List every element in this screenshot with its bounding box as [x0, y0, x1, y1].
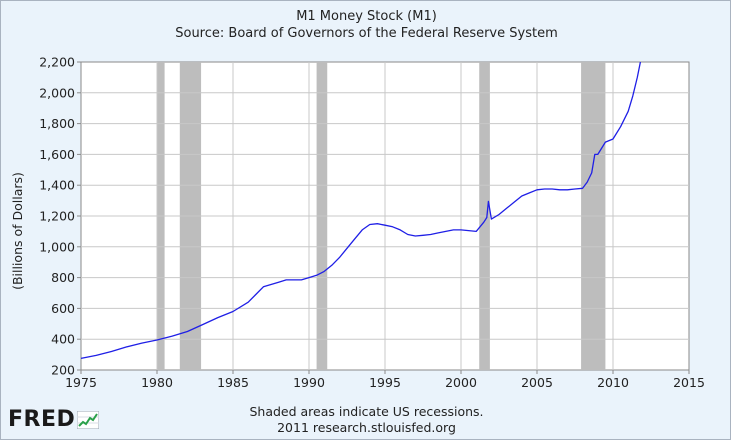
y-tick-label: 200 [51, 363, 75, 378]
series-layer [80, 61, 642, 360]
gridlines [81, 62, 689, 370]
y-tick-label: 1,000 [39, 239, 75, 254]
x-tick-label: 2000 [445, 375, 477, 390]
x-tick-label: 1980 [141, 375, 173, 390]
x-tick-label: 2010 [597, 375, 629, 390]
chart-title: M1 Money Stock (M1) [296, 9, 437, 24]
y-tick-label: 1,200 [39, 209, 75, 224]
y-tick-label: 1,600 [39, 147, 75, 162]
recession-note: Shaded areas indicate US recessions. [249, 404, 484, 419]
y-tick-label: 1,800 [39, 116, 75, 131]
axis-labels: 1975 1980 1985 1990 1995 2000 2005 2010 2015 200 4… [39, 55, 705, 391]
x-tick-label: 2015 [673, 375, 705, 390]
y-tick-label: 800 [51, 270, 75, 285]
y-axis-label: (Billions of Dollars) [10, 172, 25, 290]
x-tick-label: 1985 [217, 375, 249, 390]
y-tick-label: 1,400 [39, 178, 75, 193]
x-tick-label: 2005 [521, 375, 553, 390]
x-tick-label: 1995 [369, 375, 401, 390]
line-chart-icon [77, 411, 100, 429]
x-tick-label: 1975 [65, 375, 97, 390]
y-tick-label: 400 [51, 332, 75, 347]
fred-logo-text: FRED [8, 407, 76, 432]
y-tick-label: 2,000 [39, 85, 75, 100]
y-tick-label: 2,200 [39, 55, 75, 70]
fred-logo[interactable]: FRED [8, 407, 100, 433]
x-tick-label: 1990 [293, 375, 325, 390]
chart-subtitle: Source: Board of Governors of the Federa… [175, 26, 558, 41]
credit-line[interactable]: 2011 research.stlouisfed.org [277, 420, 456, 435]
series-line-m1 [80, 61, 642, 360]
y-tick-label: 600 [51, 301, 75, 316]
